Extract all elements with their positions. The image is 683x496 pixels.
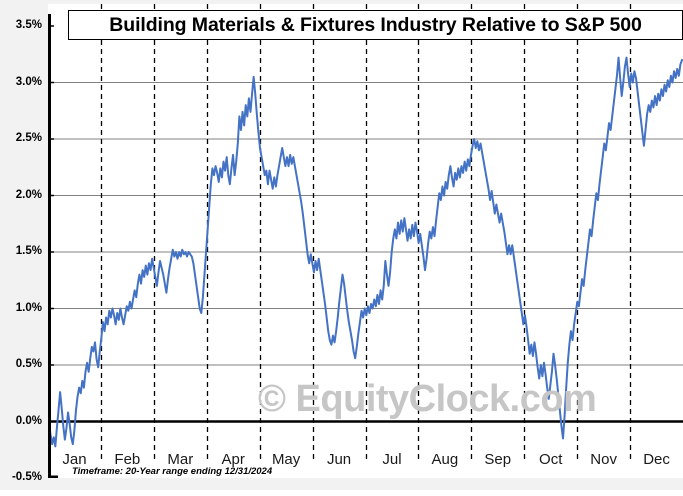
timeframe-note: Timeframe: 20-Year range ending 12/31/20… <box>72 466 273 477</box>
bottom-strip <box>0 490 683 496</box>
y-axis-tick-label: 1.0% <box>15 301 42 314</box>
x-axis-month-label: Apr <box>221 451 245 468</box>
x-axis-month-label: May <box>271 451 301 468</box>
x-axis-month-label: Jun <box>326 451 352 468</box>
y-axis-tick-label: 0.0% <box>15 414 42 427</box>
x-axis-month-label: Jul <box>382 451 402 468</box>
x-axis-month-label: Jan <box>62 451 87 468</box>
y-axis-tick-label: 3.0% <box>15 75 42 88</box>
x-axis-month-label: Aug <box>431 451 459 468</box>
x-axis-month-label: Sep <box>484 451 512 468</box>
chart-canvas <box>48 4 683 478</box>
x-axis-month-label: Dec <box>643 451 670 468</box>
y-axis-tick-label: 0.5% <box>15 358 42 370</box>
chart-title-box: Building Materials & Fixtures Industry R… <box>68 10 683 40</box>
y-axis-tick-label: -0.5% <box>11 471 42 483</box>
page-title: Building Materials & Fixtures Industry R… <box>109 13 642 36</box>
x-axis-month-label: Nov <box>590 451 617 468</box>
x-axis-month-label: Feb <box>114 451 141 468</box>
y-axis-tick-label: 1.5% <box>15 245 42 257</box>
plot-area <box>48 4 683 478</box>
y-axis-tick-label: 2.0% <box>15 188 42 201</box>
y-axis-tick-label: 3.5% <box>15 19 42 31</box>
x-axis-month-label: Oct <box>539 451 563 468</box>
x-axis-month-label: Mar <box>167 451 194 468</box>
data-series-line <box>48 56 683 448</box>
y-axis-tick-label: 2.5% <box>15 132 42 144</box>
